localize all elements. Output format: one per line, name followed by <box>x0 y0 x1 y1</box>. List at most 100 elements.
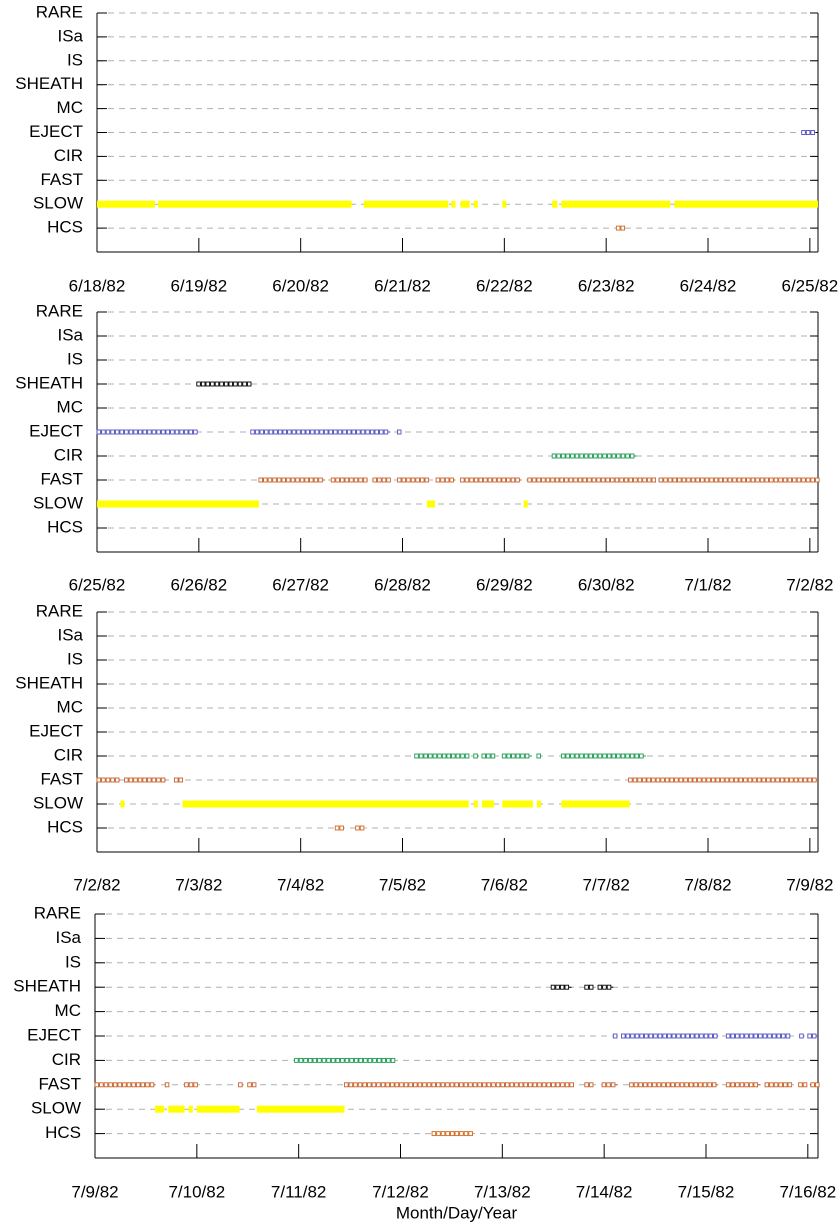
interval-marker <box>536 477 542 483</box>
interval <box>173 777 184 783</box>
interval-marker <box>305 429 311 435</box>
interval-marker <box>634 753 640 759</box>
x-tick-label: 6/26/82 <box>170 575 227 594</box>
interval <box>473 200 478 208</box>
interval-bar <box>188 1105 193 1113</box>
interval-marker <box>616 453 621 459</box>
interval-marker <box>810 130 815 135</box>
interval-marker <box>264 429 269 435</box>
interval-marker <box>569 1082 574 1088</box>
interval-marker <box>651 777 656 783</box>
interval-marker <box>735 1033 740 1039</box>
interval-marker <box>560 753 566 759</box>
interval-marker <box>323 429 329 435</box>
interval-marker <box>312 1057 318 1063</box>
interval-marker <box>196 381 201 387</box>
interval <box>363 200 449 208</box>
interval-marker <box>708 1033 713 1039</box>
interval-marker <box>358 1057 364 1063</box>
interval-marker <box>410 477 416 483</box>
interval-marker <box>94 1082 100 1088</box>
interval-marker <box>515 477 520 483</box>
interval-marker <box>214 381 220 387</box>
interval <box>256 1105 345 1113</box>
interval-marker <box>646 477 652 483</box>
interval-marker <box>559 477 565 483</box>
interval-marker <box>616 753 621 759</box>
interval-marker <box>551 1082 556 1088</box>
interval-marker <box>298 1057 304 1063</box>
interval-marker <box>570 453 575 459</box>
interval-bar <box>561 200 671 208</box>
interval <box>473 753 479 759</box>
interval-bar <box>155 1105 165 1113</box>
interval-marker <box>639 753 644 759</box>
interval-marker <box>559 984 565 990</box>
interval-marker <box>446 753 451 759</box>
interval-marker <box>463 1082 469 1088</box>
interval-marker <box>551 453 557 459</box>
interval-marker <box>710 777 716 783</box>
y-tick-label: CIR <box>52 1050 81 1069</box>
interval-marker <box>460 753 465 759</box>
interval-marker <box>648 1033 654 1039</box>
interval-marker <box>358 477 363 483</box>
interval-marker <box>528 1082 533 1088</box>
interval-marker <box>330 1057 336 1063</box>
interval-marker <box>792 477 797 483</box>
interval <box>247 1082 257 1088</box>
interval-marker <box>769 1082 774 1088</box>
interval-marker <box>789 777 794 783</box>
y-tick-label: CIR <box>54 745 83 764</box>
interval-marker <box>771 1033 777 1039</box>
interval <box>725 1082 760 1088</box>
x-tick-label: 6/20/82 <box>272 276 329 295</box>
interval-marker <box>770 777 776 783</box>
interval-marker <box>238 1082 243 1088</box>
interval-marker <box>426 1082 432 1088</box>
interval-marker <box>537 1082 542 1088</box>
interval-marker <box>200 381 206 387</box>
interval-marker <box>348 1082 354 1088</box>
interval-marker <box>692 777 698 783</box>
interval-marker <box>685 1033 690 1039</box>
interval-bar <box>552 200 558 208</box>
interval-marker <box>787 1082 793 1088</box>
y-tick-label: FAST <box>40 769 83 788</box>
interval-marker <box>491 1082 496 1088</box>
interval-marker <box>396 477 402 483</box>
interval-marker <box>436 1131 441 1137</box>
interval-marker <box>381 1057 387 1063</box>
interval-marker <box>536 753 541 759</box>
interval-marker <box>137 429 143 435</box>
interval-marker <box>661 1082 666 1088</box>
interval-marker <box>584 984 589 990</box>
x-tick-label: 7/1/82 <box>684 575 731 594</box>
interval-marker <box>360 429 366 435</box>
interval-marker <box>709 477 714 483</box>
y-tick-label: RARE <box>36 301 83 320</box>
interval <box>536 800 542 808</box>
y-tick-label: MC <box>57 697 83 716</box>
y-tick-label: MC <box>57 397 83 416</box>
interval-marker <box>501 477 507 483</box>
x-tick-label: 7/2/82 <box>73 875 120 894</box>
interval-marker <box>449 1082 455 1088</box>
interval-marker <box>527 477 532 483</box>
interval-marker <box>593 453 598 459</box>
interval-marker <box>126 1082 132 1088</box>
interval-marker <box>483 477 488 483</box>
interval-marker <box>690 477 696 483</box>
interval-marker <box>114 777 120 783</box>
interval-marker <box>625 753 630 759</box>
interval-marker <box>321 1057 327 1063</box>
interval-marker <box>630 1033 635 1039</box>
interval-marker <box>317 1057 322 1063</box>
interval-marker <box>606 753 612 759</box>
x-tick-label: 6/25/82 <box>781 276 838 295</box>
interval-marker <box>367 1057 373 1063</box>
interval <box>396 477 430 483</box>
interval-marker <box>436 1082 441 1088</box>
interval-marker <box>133 777 138 783</box>
